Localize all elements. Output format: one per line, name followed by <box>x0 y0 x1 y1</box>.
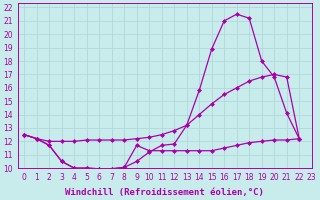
X-axis label: Windchill (Refroidissement éolien,°C): Windchill (Refroidissement éolien,°C) <box>65 188 264 197</box>
